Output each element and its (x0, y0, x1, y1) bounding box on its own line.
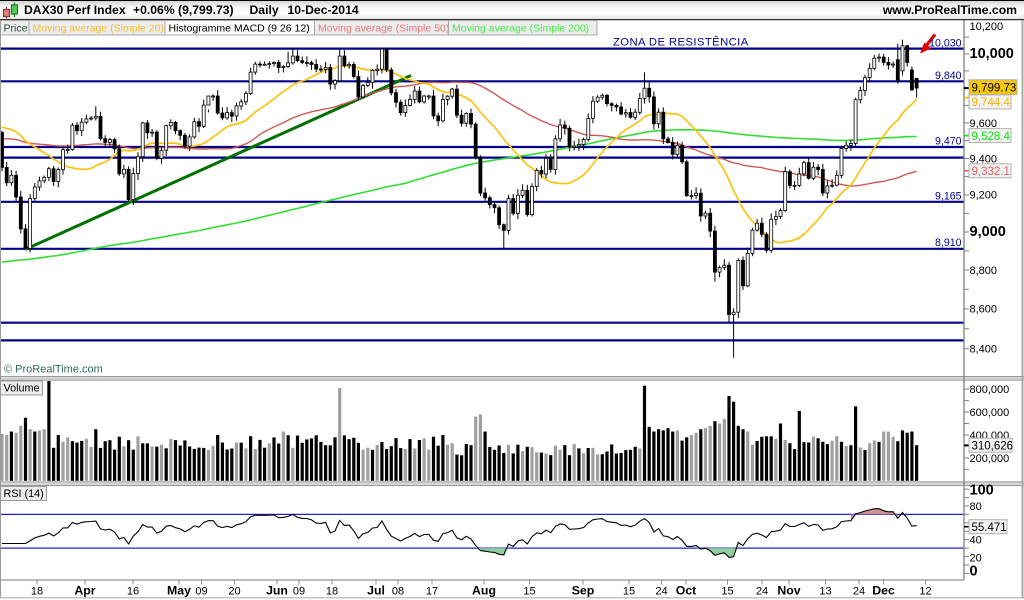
svg-text:Histogramme MACD (9 26 12): Histogramme MACD (9 26 12) (169, 22, 310, 34)
svg-text:May: May (167, 584, 191, 598)
svg-text:9,600: 9,600 (970, 118, 998, 130)
svg-text:55.471: 55.471 (972, 522, 1007, 534)
svg-text:RSI (14): RSI (14) (4, 488, 44, 500)
svg-text:17: 17 (426, 586, 438, 598)
svg-text:9,799.73: 9,799.73 (972, 82, 1017, 94)
svg-text:600,000: 600,000 (970, 407, 1010, 419)
svg-text:www.ProRealTime.com: www.ProRealTime.com (882, 3, 1017, 17)
svg-text:24: 24 (853, 586, 865, 598)
svg-text:9,165: 9,165 (935, 190, 962, 202)
svg-text:80: 80 (970, 501, 982, 513)
svg-text:09: 09 (195, 586, 207, 598)
svg-text:9,840: 9,840 (935, 70, 962, 82)
svg-text:100: 100 (970, 482, 994, 498)
svg-text:Dec: Dec (872, 584, 895, 598)
svg-text:© ProRealTime.com: © ProRealTime.com (4, 364, 103, 376)
svg-text:Moving average (Simple 50): Moving average (Simple 50) (318, 22, 449, 34)
svg-text:9,528.4: 9,528.4 (972, 131, 1011, 143)
svg-text:15: 15 (721, 586, 733, 598)
svg-text:18: 18 (31, 586, 43, 598)
svg-text:800,000: 800,000 (970, 384, 1010, 396)
svg-text:+0.06% (9,799.73): +0.06% (9,799.73) (133, 3, 234, 17)
svg-text:8,800: 8,800 (970, 265, 998, 277)
svg-text:40: 40 (970, 535, 982, 547)
svg-text:Jul: Jul (367, 584, 385, 598)
svg-text:Nov: Nov (777, 584, 800, 598)
svg-text:12: 12 (919, 586, 931, 598)
svg-text:Jun: Jun (266, 584, 288, 598)
svg-text:10,000: 10,000 (970, 46, 1014, 62)
svg-text:18: 18 (326, 586, 338, 598)
svg-text:Aug: Aug (472, 584, 496, 598)
svg-text:9,332.1: 9,332.1 (972, 166, 1010, 178)
svg-text:09: 09 (293, 586, 305, 598)
svg-text:9,400: 9,400 (970, 153, 998, 165)
svg-text:Price: Price (4, 22, 28, 34)
svg-text:20: 20 (970, 552, 982, 564)
svg-text:Moving average (Simple 200): Moving average (Simple 200) (452, 22, 589, 34)
svg-text:Volume: Volume (4, 383, 40, 395)
svg-text:9,470: 9,470 (935, 135, 962, 147)
svg-text:16: 16 (127, 586, 139, 598)
svg-text:24: 24 (655, 586, 667, 598)
svg-text:10,200: 10,200 (970, 21, 1004, 33)
svg-text:9,200: 9,200 (970, 190, 998, 202)
svg-text:Apr: Apr (74, 584, 95, 598)
svg-text:Daily: Daily (250, 3, 279, 17)
svg-text:20: 20 (228, 586, 240, 598)
svg-text:8,400: 8,400 (970, 344, 998, 356)
svg-text:Moving average (Simple 20): Moving average (Simple 20) (33, 22, 164, 34)
svg-text:ZONA DE RESISTÊNCIA: ZONA DE RESISTÊNCIA (613, 35, 749, 48)
svg-text:9,744.4: 9,744.4 (972, 97, 1011, 109)
svg-text:15: 15 (623, 586, 635, 598)
svg-text:200,000: 200,000 (970, 453, 1010, 465)
svg-text:8,600: 8,600 (970, 304, 998, 316)
svg-text:13: 13 (819, 586, 831, 598)
svg-text:0: 0 (970, 564, 978, 580)
svg-text:08: 08 (392, 586, 404, 598)
svg-text:Sep: Sep (572, 584, 595, 598)
svg-text:15: 15 (523, 586, 535, 598)
svg-text:8,910: 8,910 (935, 237, 962, 249)
svg-text:10-Dec-2014: 10-Dec-2014 (288, 3, 359, 17)
svg-text:10,030: 10,030 (929, 38, 962, 50)
svg-text:9,000: 9,000 (970, 224, 1006, 240)
svg-text:Oct: Oct (676, 584, 697, 598)
svg-text:310,626: 310,626 (972, 440, 1014, 452)
svg-text:DAX30 Perf Index: DAX30 Perf Index (24, 3, 126, 17)
svg-text:24: 24 (756, 586, 768, 598)
